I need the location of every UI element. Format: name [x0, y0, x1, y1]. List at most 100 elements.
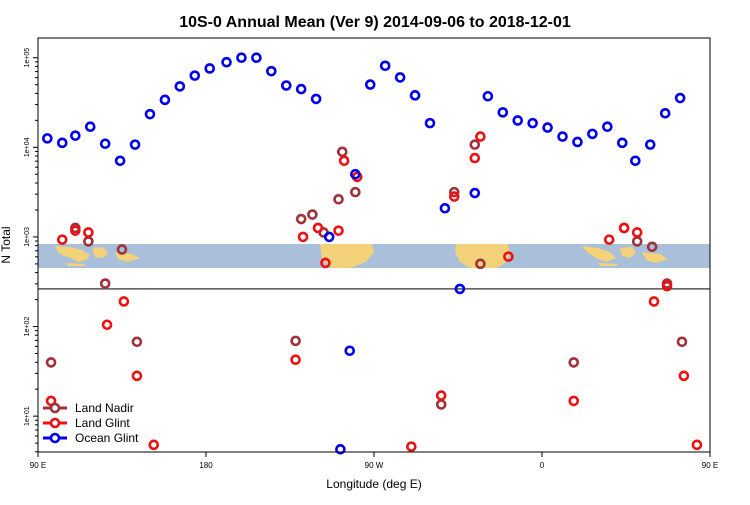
land-nadir-point	[568, 357, 580, 368]
x-tick-label: 0	[540, 461, 545, 470]
land-nadir-point	[475, 258, 486, 270]
land-glint-point	[101, 319, 113, 331]
land-glint-point	[469, 152, 481, 164]
ocean-glint-point	[84, 121, 96, 133]
ocean-glint-point	[251, 52, 262, 64]
maritime-continent-shape-east	[582, 246, 616, 262]
x-tick-label: 90 E	[702, 461, 718, 470]
y-axis-label: N Total	[0, 226, 13, 263]
africa-shape	[455, 244, 510, 268]
ocean-glint-point	[42, 133, 53, 144]
land-glint-point	[568, 395, 580, 407]
ocean-glint-point	[497, 107, 509, 118]
ocean-glint-point	[644, 139, 656, 150]
land-glint-point	[503, 251, 514, 262]
south-america-shape	[320, 244, 374, 268]
ocean-glint-point	[512, 115, 524, 126]
land-glint-point	[297, 231, 309, 243]
java-shape-east	[598, 263, 618, 266]
ocean-glint-point	[266, 65, 277, 77]
land-glint-point	[131, 370, 143, 382]
x-tick-label: 90 E	[30, 461, 46, 470]
land-nadir-point	[448, 186, 460, 198]
land-glint-point	[333, 225, 344, 236]
y-tick-label: 1e+05	[24, 48, 31, 68]
x-tick-label: 90 W	[365, 461, 384, 470]
ocean-glint-point	[129, 139, 141, 150]
data-points	[42, 52, 703, 455]
ocean-glint-point	[557, 131, 568, 142]
ocean-glint-point	[587, 128, 598, 140]
x-tick-label: 180	[199, 461, 213, 470]
land-nadir-point	[290, 335, 301, 347]
land-nadir-point	[307, 209, 318, 220]
y-axis: 1e+01 1e+02 1e+03 1e+04 1e+05	[24, 48, 38, 453]
y-tick-label: 1e+01	[24, 406, 31, 426]
ocean-glint-point	[56, 137, 68, 149]
new-guinea-shape-east	[642, 252, 668, 263]
ocean-glint-point	[144, 108, 156, 120]
ocean-glint-point	[602, 121, 613, 133]
legend-swatch-marker	[49, 402, 61, 414]
borneo-shape-east	[620, 247, 636, 258]
land-glint-point	[631, 227, 643, 238]
land-glint-point	[70, 225, 81, 236]
land-nadir-point	[350, 186, 361, 198]
y-tick-label: 1e+03	[24, 227, 31, 247]
land-glint-point	[475, 131, 486, 142]
ocean-glint-point	[323, 231, 335, 243]
land-glint-point	[83, 227, 94, 238]
land-glint-point	[448, 191, 460, 202]
legend-label: Ocean Glint	[75, 431, 139, 445]
land-nadir-point	[469, 139, 481, 150]
y-tick-label: 1e+02	[24, 317, 31, 337]
legend-swatch-marker	[49, 432, 61, 444]
ocean-glint-point	[236, 52, 247, 64]
land-nadir-point	[45, 357, 57, 368]
land-glint-point	[56, 234, 68, 245]
legend-swatch-marker	[49, 417, 61, 429]
land-nadir-point	[676, 336, 688, 348]
land-glint-point	[290, 354, 301, 366]
land-nadir-point	[116, 244, 128, 255]
land-nadir-point	[336, 146, 348, 158]
land-glint-point	[603, 234, 615, 245]
land-glint-point	[435, 390, 447, 401]
ocean-glint-point	[344, 345, 356, 357]
chart-title: 10S-0 Annual Mean (Ver 9) 2014-09-06 to …	[179, 14, 571, 31]
ocean-glint-point	[174, 81, 186, 92]
ocean-glint-point	[674, 92, 686, 104]
ocean-glint-point	[335, 444, 346, 455]
land-glint-point	[312, 222, 324, 234]
ocean-glint-point	[469, 187, 481, 199]
x-axis-label: Longitude (deg E)	[326, 477, 421, 491]
legend-label: Land Nadir	[75, 401, 134, 415]
ocean-glint-point	[454, 283, 466, 295]
x-axis: 90 E 180 90 W 0 90 E	[30, 452, 718, 470]
ocean-glint-point	[114, 155, 126, 167]
ocean-glint-point	[295, 83, 307, 95]
land-glint-point	[648, 296, 660, 307]
land-nadir-point	[99, 278, 111, 289]
ocean-glint-point	[280, 80, 292, 91]
ocean-glint-point	[310, 93, 322, 105]
ocean-glint-point	[409, 90, 421, 101]
ocean-glint-point	[204, 63, 216, 74]
land-glint-point	[148, 439, 160, 451]
land-glint-point	[118, 296, 130, 307]
ocean-glint-point	[189, 70, 201, 81]
land-nadir-point	[646, 241, 658, 253]
ocean-glint-point	[572, 136, 583, 148]
borneo-shape	[92, 247, 108, 258]
java-shape	[66, 263, 86, 266]
ocean-glint-point	[99, 138, 111, 150]
legend-label: Land Glint	[75, 416, 130, 430]
ocean-glint-point	[424, 117, 436, 129]
land-glint-point	[661, 280, 673, 292]
ocean-glint-point	[659, 107, 671, 119]
ocean-glint-point	[350, 168, 361, 180]
land-glint-point	[691, 439, 703, 451]
